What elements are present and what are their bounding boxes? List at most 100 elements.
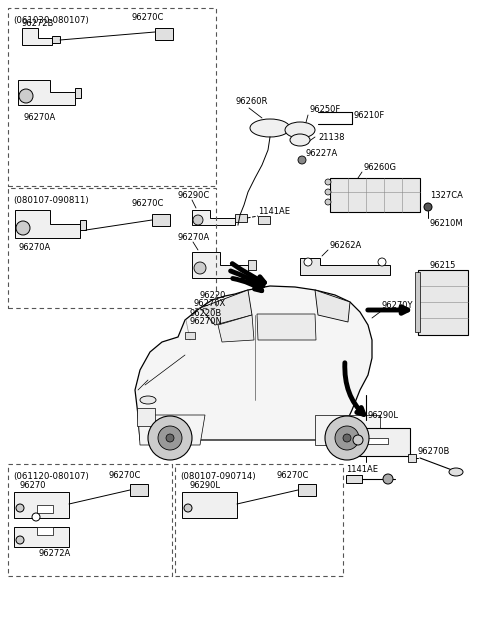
Text: 96210M: 96210M	[430, 220, 464, 228]
Circle shape	[325, 199, 331, 205]
Bar	[175, 464, 343, 576]
Circle shape	[325, 416, 369, 460]
Text: 96270C: 96270C	[132, 200, 164, 208]
Polygon shape	[135, 286, 372, 440]
Text: 96270C: 96270C	[132, 14, 164, 22]
Circle shape	[298, 156, 306, 164]
Text: 96270C: 96270C	[277, 472, 309, 480]
Bar	[350, 428, 410, 456]
Text: 96215: 96215	[430, 260, 456, 270]
Text: 96220: 96220	[200, 291, 226, 301]
Text: 96270X: 96270X	[194, 300, 226, 308]
Text: 96290C: 96290C	[178, 192, 210, 200]
Polygon shape	[18, 80, 75, 105]
Bar	[14, 492, 69, 518]
Bar	[258, 216, 270, 224]
Ellipse shape	[285, 122, 315, 138]
Polygon shape	[15, 210, 80, 238]
Text: 96270N: 96270N	[189, 318, 222, 326]
Text: 96290L: 96290L	[368, 411, 399, 419]
Circle shape	[353, 435, 363, 445]
Text: 96272B: 96272B	[22, 19, 54, 29]
Circle shape	[16, 536, 24, 544]
Ellipse shape	[140, 396, 156, 404]
Text: (061120-080107): (061120-080107)	[13, 472, 89, 480]
Bar	[8, 8, 216, 186]
Text: 96270A: 96270A	[19, 243, 51, 253]
Bar	[8, 188, 216, 308]
Circle shape	[383, 474, 393, 484]
Text: 96262A: 96262A	[330, 240, 362, 250]
Circle shape	[184, 504, 192, 512]
Text: 21138: 21138	[318, 132, 345, 142]
Circle shape	[148, 416, 192, 460]
Text: 96272A: 96272A	[39, 550, 71, 558]
Text: 1327CA: 1327CA	[430, 190, 463, 200]
Circle shape	[194, 262, 206, 274]
Bar	[182, 492, 237, 518]
Bar	[415, 272, 420, 332]
Text: (080107-090714): (080107-090714)	[180, 472, 256, 480]
Bar	[37, 527, 53, 535]
Ellipse shape	[449, 468, 463, 476]
Circle shape	[16, 221, 30, 235]
Text: 96270A: 96270A	[178, 233, 210, 243]
Polygon shape	[315, 415, 380, 445]
Polygon shape	[300, 258, 390, 275]
Text: 1141AE: 1141AE	[258, 208, 290, 217]
Circle shape	[32, 513, 40, 521]
Bar	[248, 260, 256, 270]
Circle shape	[166, 434, 174, 442]
Polygon shape	[315, 290, 350, 322]
Bar	[185, 332, 195, 339]
Text: 96270C: 96270C	[109, 472, 141, 480]
Polygon shape	[257, 314, 316, 340]
Text: 96260G: 96260G	[364, 163, 397, 172]
Text: 96250F: 96250F	[310, 105, 341, 114]
Text: 96270A: 96270A	[24, 112, 56, 122]
Bar	[52, 36, 60, 43]
Bar	[14, 527, 69, 547]
Circle shape	[325, 179, 331, 185]
Polygon shape	[22, 28, 52, 45]
Bar	[298, 484, 316, 496]
Circle shape	[16, 504, 24, 512]
Bar	[346, 475, 362, 483]
Text: 96210F: 96210F	[354, 110, 385, 120]
Bar	[8, 464, 172, 576]
Bar	[37, 505, 53, 513]
Text: (080107-090811): (080107-090811)	[13, 195, 89, 205]
Circle shape	[325, 189, 331, 195]
Polygon shape	[192, 210, 235, 225]
Polygon shape	[218, 315, 254, 342]
Bar	[360, 438, 388, 444]
Circle shape	[19, 89, 33, 103]
Bar	[137, 408, 155, 426]
Bar	[235, 214, 247, 222]
Text: 96220B: 96220B	[190, 310, 222, 318]
Text: (061030-080107): (061030-080107)	[13, 16, 89, 24]
Circle shape	[424, 203, 432, 211]
Circle shape	[335, 426, 359, 450]
Text: 96260R: 96260R	[235, 97, 267, 107]
Text: 96290L: 96290L	[190, 482, 220, 490]
Bar	[130, 484, 148, 496]
Polygon shape	[200, 290, 252, 325]
Bar	[75, 88, 81, 98]
Ellipse shape	[290, 134, 310, 146]
Polygon shape	[138, 415, 205, 445]
Bar	[80, 220, 86, 230]
Bar	[155, 28, 173, 40]
Circle shape	[343, 434, 351, 442]
Bar	[408, 454, 416, 462]
Circle shape	[193, 215, 203, 225]
Bar	[418, 270, 468, 335]
Circle shape	[378, 258, 386, 266]
Bar	[152, 214, 170, 226]
Text: 1141AE: 1141AE	[346, 466, 378, 474]
Text: 96227A: 96227A	[306, 150, 338, 158]
Bar	[330, 178, 420, 212]
Ellipse shape	[250, 119, 290, 137]
Polygon shape	[192, 252, 248, 278]
Text: 96270B: 96270B	[418, 447, 450, 457]
